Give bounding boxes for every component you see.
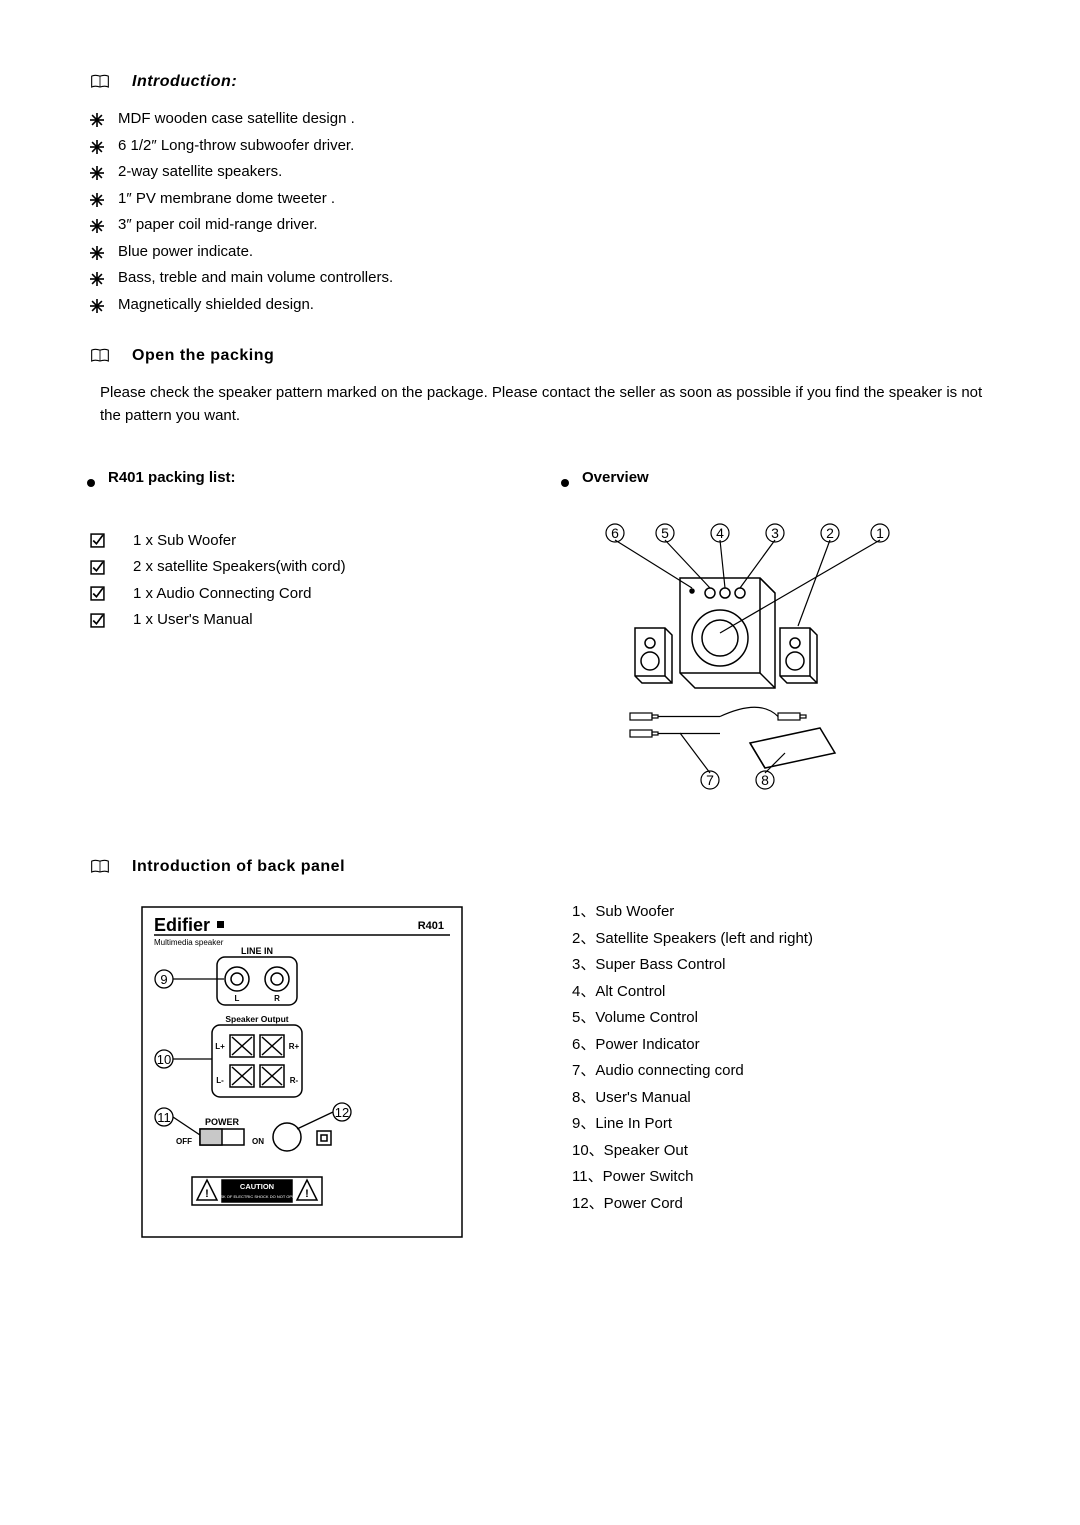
legend-item: 11、Power Switch — [572, 1166, 813, 1189]
book-icon — [90, 348, 110, 364]
callout-num: 12 — [335, 1105, 349, 1120]
legend-item: 3、Super Bass Control — [572, 954, 813, 977]
overview-header: Overview — [560, 467, 990, 490]
on-label: ON — [252, 1137, 264, 1146]
packing-list-title: R401 packing list: — [108, 467, 236, 490]
bullet-icon — [90, 112, 104, 126]
legend-item: 4、Alt Control — [572, 981, 813, 1004]
bullet-icon — [90, 245, 104, 259]
bullet-icon — [90, 139, 104, 153]
linein-l: L — [235, 994, 240, 1003]
callout-num: 7 — [706, 772, 714, 788]
legend-item: 6、Power Indicator — [572, 1034, 813, 1057]
svg-text:!: ! — [305, 1188, 309, 1200]
intro-item: Bass, treble and main volume controllers… — [118, 267, 393, 290]
dot-icon — [86, 473, 96, 483]
bullet-icon — [90, 218, 104, 232]
speakerout-label: Speaker Output — [225, 1014, 288, 1024]
intro-item: 3″ paper coil mid-range driver. — [118, 214, 318, 237]
section-title: Introduction: — [132, 70, 237, 94]
intro-item: MDF wooden case satellite design . — [118, 108, 355, 131]
svg-text:!: ! — [205, 1188, 209, 1200]
intro-item: 6 1/2″ Long-throw subwoofer driver. — [118, 135, 354, 158]
legend-item: 10、Speaker Out — [572, 1140, 813, 1163]
open-packing-text: Please check the speaker pattern marked … — [100, 382, 990, 427]
callout-num: 8 — [761, 772, 769, 788]
intro-item: 2-way satellite speakers. — [118, 161, 282, 184]
linein-r: R — [274, 994, 280, 1003]
legend-item: 9、Line In Port — [572, 1113, 813, 1136]
sp-rm: R- — [290, 1076, 299, 1085]
callout-num: 11 — [157, 1110, 171, 1125]
caution-sub: RISK OF ELECTRIC SHOCK DO NOT OPEN — [216, 1194, 297, 1199]
callout-num: 1 — [876, 525, 884, 541]
intro-item: 1″ PV membrane dome tweeter . — [118, 188, 335, 211]
legend-item: 7、Audio connecting cord — [572, 1060, 813, 1083]
legend-list: 1、Sub Woofer 2、Satellite Speakers (left … — [572, 897, 813, 1219]
packing-item: 1 x User's Manual — [133, 609, 253, 632]
intro-item: Magnetically shielded design. — [118, 294, 314, 317]
checkbox-icon — [90, 560, 105, 575]
callout-num: 6 — [611, 525, 619, 541]
section-introduction-header: Introduction: — [90, 70, 990, 94]
sp-lp: L+ — [215, 1042, 225, 1051]
packing-item: 1 x Audio Connecting Cord — [133, 583, 311, 606]
packing-item: 1 x Sub Woofer — [133, 530, 236, 553]
brand-label: Edifier — [154, 915, 210, 935]
legend-item: 5、Volume Control — [572, 1007, 813, 1030]
overview-title: Overview — [582, 467, 649, 490]
packing-list-header: R401 packing list: — [86, 467, 520, 490]
section-backpanel-header: Introduction of back panel — [90, 855, 990, 879]
legend-item: 12、Power Cord — [572, 1193, 813, 1216]
callout-num: 3 — [771, 525, 779, 541]
dot-icon — [560, 473, 570, 483]
callout-num: 4 — [716, 525, 724, 541]
sp-rp: R+ — [289, 1042, 300, 1051]
legend-item: 2、Satellite Speakers (left and right) — [572, 928, 813, 951]
checkbox-icon — [90, 533, 105, 548]
callout-num: 2 — [826, 525, 834, 541]
bullet-icon — [90, 271, 104, 285]
intro-item: Blue power indicate. — [118, 241, 253, 264]
section-title: Open the packing — [132, 344, 274, 368]
subbrand-label: Multimedia speaker — [154, 938, 224, 947]
packing-item: 2 x satellite Speakers(with cord) — [133, 556, 346, 579]
book-icon — [90, 74, 110, 90]
introduction-list: MDF wooden case satellite design . 6 1/2… — [90, 108, 990, 316]
power-label: POWER — [205, 1117, 240, 1127]
overview-column: Overview — [560, 467, 990, 805]
caution-label: CAUTION — [240, 1182, 274, 1191]
callout-num: 5 — [661, 525, 669, 541]
checkbox-icon — [90, 586, 105, 601]
callout-num: 9 — [160, 972, 167, 987]
book-icon — [90, 859, 110, 875]
legend-item: 8、User's Manual — [572, 1087, 813, 1110]
checkbox-icon — [90, 613, 105, 628]
bullet-icon — [90, 192, 104, 206]
backpanel-diagram: Edifier Multimedia speaker R401 LINE IN … — [112, 897, 472, 1257]
callout-num: 10 — [157, 1052, 171, 1067]
packing-list-column: R401 packing list: 1 x Sub Woofer 2 x sa… — [90, 467, 520, 805]
bullet-icon — [90, 165, 104, 179]
off-label: OFF — [176, 1137, 192, 1146]
sp-lm: L- — [216, 1076, 224, 1085]
section-open-packing-header: Open the packing — [90, 344, 990, 368]
packing-list: 1 x Sub Woofer 2 x satellite Speakers(wi… — [90, 530, 520, 632]
legend-item: 1、Sub Woofer — [572, 901, 813, 924]
section-title: Introduction of back panel — [132, 855, 345, 879]
model-label: R401 — [418, 920, 444, 932]
linein-label: LINE IN — [241, 946, 273, 956]
overview-diagram: 6 5 4 3 2 1 7 8 — [560, 518, 900, 798]
bullet-icon — [90, 298, 104, 312]
